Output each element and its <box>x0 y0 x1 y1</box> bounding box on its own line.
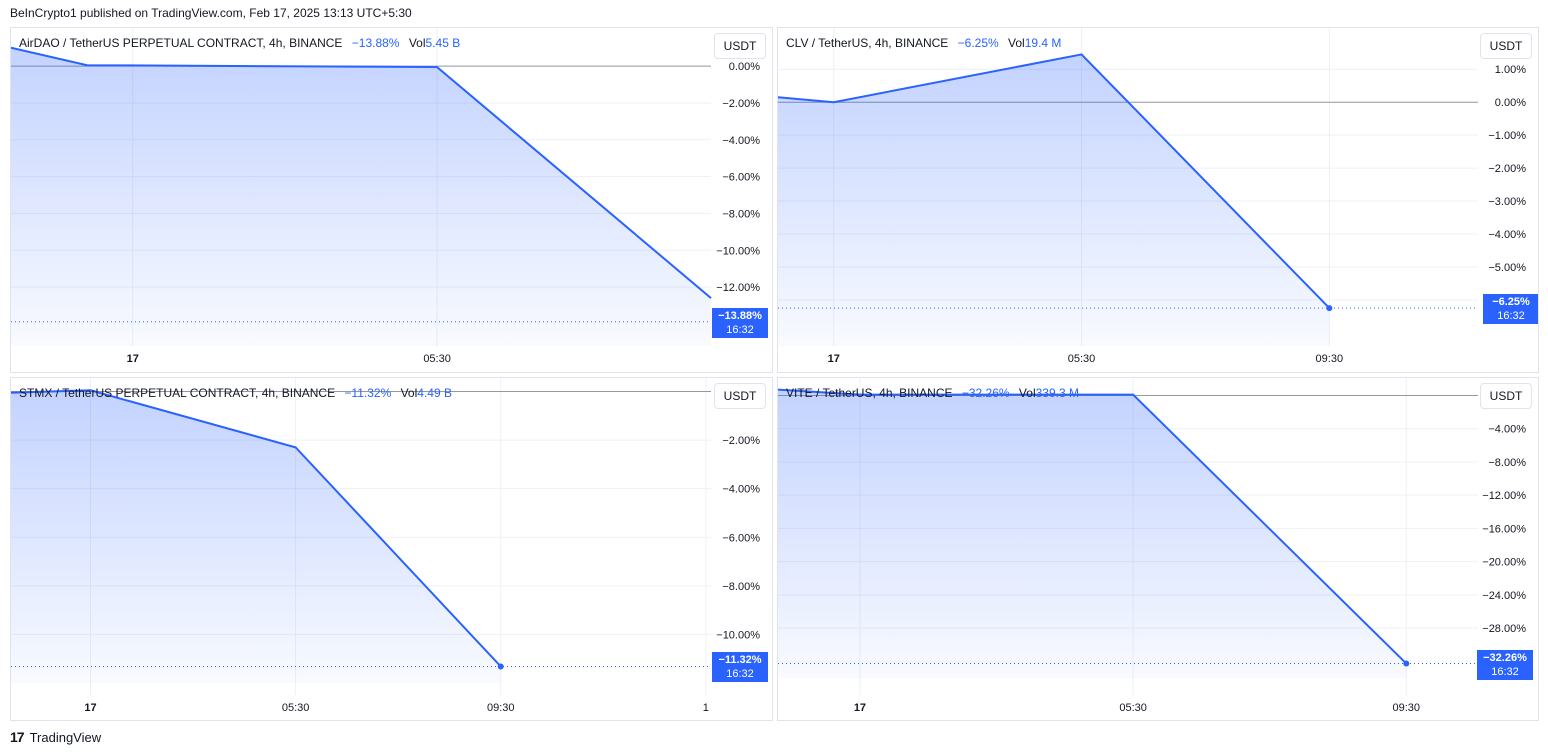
percent-change: −13.88% <box>351 36 400 50</box>
volume-value: 19.4 M <box>1024 36 1062 50</box>
last-value: −11.32% <box>718 654 762 667</box>
x-tick-label: 09:30 <box>1316 353 1344 365</box>
price-line <box>11 46 712 299</box>
x-tick-label: 05:30 <box>423 353 451 365</box>
price-line <box>778 388 1407 665</box>
published-caption: BeInCrypto1 published on TradingView.com… <box>10 6 412 20</box>
x-tick-label: 09:30 <box>1393 702 1421 714</box>
volume-label: Vol <box>1008 36 1025 50</box>
volume-value: 339.3 M <box>1035 386 1079 400</box>
last-value: −6.25% <box>1492 296 1530 309</box>
y-tick-label: −24.00% <box>1482 590 1526 602</box>
x-tick-label: 09:30 <box>487 702 515 714</box>
symbol-title[interactable]: STMX / TetherUS PERPETUAL CONTRACT, 4h, … <box>19 386 336 400</box>
chart-plot: 1.00% 0.00% −1.00% −2.00% −3.00% −4.00% −5.00%… <box>778 28 1526 365</box>
x-tick-label: 1 <box>703 702 709 714</box>
y-tick-label: −8.00% <box>722 581 760 593</box>
y-tick-label: 1.00% <box>1495 64 1526 76</box>
last-point-dot <box>497 663 504 670</box>
chart-panel-vite[interactable]: 0.00%−4.00%−8.00%−12.00%−16.00%−20.00%−2… <box>777 377 1539 721</box>
chart-panel-stmx[interactable]: 0.00%−2.00%−4.00%−6.00%−8.00%−10.00%1705… <box>10 377 773 721</box>
bar-countdown: 16:32 <box>726 323 754 336</box>
last-price-label: −6.25% 16:32 <box>1483 294 1538 325</box>
y-tick-label: −10.00% <box>716 629 760 641</box>
symbol-title[interactable]: AirDAO / TetherUS PERPETUAL CONTRACT, 4h… <box>19 36 343 50</box>
symbol-title[interactable]: VITE / TetherUS, 4h, BINANCE <box>786 386 953 400</box>
tradingview-logo-icon: 17 <box>10 729 25 745</box>
y-tick-label: −4.00% <box>722 135 760 147</box>
y-tick-label: −12.00% <box>1482 490 1526 502</box>
chart-plot: 0.00%−4.00%−8.00%−12.00%−16.00%−20.00%−2… <box>778 378 1526 714</box>
symbol-legend: VITE / TetherUS, 4h, BINANCE −32.26% Vol… <box>786 386 1079 400</box>
x-tick-label: 17 <box>828 353 840 365</box>
x-tick-label: 17 <box>84 702 96 714</box>
currency-button[interactable]: USDT <box>714 383 766 409</box>
y-tick-label: −1.00% <box>1488 130 1526 142</box>
last-value: −32.26% <box>1483 651 1527 664</box>
y-tick-label: −3.00% <box>1488 196 1526 208</box>
symbol-legend: CLV / TetherUS, 4h, BINANCE −6.25% Vol19… <box>786 36 1061 50</box>
y-tick-label: −2.00% <box>722 98 760 110</box>
y-tick-label: −4.00% <box>1488 229 1526 241</box>
price-line <box>11 389 502 668</box>
area-fill <box>778 389 1407 678</box>
volume-label: Vol <box>408 36 426 50</box>
currency-button[interactable]: USDT <box>714 33 766 59</box>
y-tick-label: −28.00% <box>1482 623 1526 635</box>
percent-change: −6.25% <box>957 36 999 50</box>
volume-label: Vol <box>1018 386 1036 400</box>
percent-change: −11.32% <box>344 386 392 400</box>
y-tick-label: 0.00% <box>1495 97 1526 109</box>
y-tick-label: −16.00% <box>1482 523 1526 535</box>
chart-plot: 0.00%−2.00%−4.00%−6.00%−8.00%−10.00%1705… <box>11 378 760 714</box>
x-tick-label: 05:30 <box>1068 353 1096 365</box>
currency-button[interactable]: USDT <box>1480 383 1532 409</box>
percent-change: −32.26% <box>961 386 1010 400</box>
volume-value: 5.45 B <box>425 36 461 50</box>
last-price-label: −13.88% 16:32 <box>712 307 768 338</box>
y-tick-label: −10.00% <box>716 245 760 257</box>
area-fill <box>11 47 711 347</box>
x-tick-label: 05:30 <box>282 702 310 714</box>
y-tick-label: 0.00% <box>729 61 760 73</box>
y-tick-label: −20.00% <box>1482 557 1526 569</box>
volume-label: Vol <box>400 386 418 400</box>
symbol-title[interactable]: CLV / TetherUS, 4h, BINANCE <box>786 36 949 50</box>
chart-plot: 0.00% −2.00% −4.00% −6.00% −8.00% −10.00% −12.… <box>11 28 760 365</box>
area-fill <box>778 54 1330 347</box>
price-line <box>778 53 1331 309</box>
area-fill <box>11 390 501 683</box>
y-tick-label: −5.00% <box>1488 262 1526 274</box>
x-tick-label: 17 <box>127 353 139 365</box>
last-point-dot <box>1403 660 1410 667</box>
last-price-label: −32.26% 16:32 <box>1477 649 1533 680</box>
currency-button[interactable]: USDT <box>1480 33 1532 59</box>
y-tick-label: −2.00% <box>722 435 760 447</box>
y-tick-label: −2.00% <box>1488 163 1526 175</box>
y-tick-label: −8.00% <box>1488 457 1526 469</box>
y-tick-label: −4.00% <box>1488 424 1526 436</box>
symbol-legend: STMX / TetherUS PERPETUAL CONTRACT, 4h, … <box>19 386 452 400</box>
tradingview-footer[interactable]: 17 TradingView <box>10 729 101 745</box>
volume-value: 4.49 B <box>417 386 452 400</box>
x-tick-label: 17 <box>854 702 866 714</box>
brand-name: TradingView <box>29 729 102 745</box>
y-tick-label: −12.00% <box>716 282 760 294</box>
last-value: −13.88% <box>718 309 762 322</box>
last-point-dot <box>1326 305 1333 312</box>
bar-countdown: 16:32 <box>1497 310 1525 323</box>
symbol-legend: AirDAO / TetherUS PERPETUAL CONTRACT, 4h… <box>19 36 460 50</box>
chart-panel-airdao[interactable]: 0.00% −2.00% −4.00% −6.00% −8.00% −10.00% −12.… <box>10 27 773 373</box>
y-tick-label: −6.00% <box>722 532 760 544</box>
y-tick-label: −6.00% <box>722 172 760 184</box>
x-tick-label: 05:30 <box>1119 702 1147 714</box>
y-tick-label: −8.00% <box>722 208 760 220</box>
bar-countdown: 16:32 <box>1491 665 1519 678</box>
y-tick-label: −4.00% <box>722 484 760 496</box>
bar-countdown: 16:32 <box>726 668 754 681</box>
chart-panel-clv[interactable]: 1.00% 0.00% −1.00% −2.00% −3.00% −4.00% −5.00%… <box>777 27 1539 373</box>
last-price-label: −11.32% 16:32 <box>712 652 768 683</box>
